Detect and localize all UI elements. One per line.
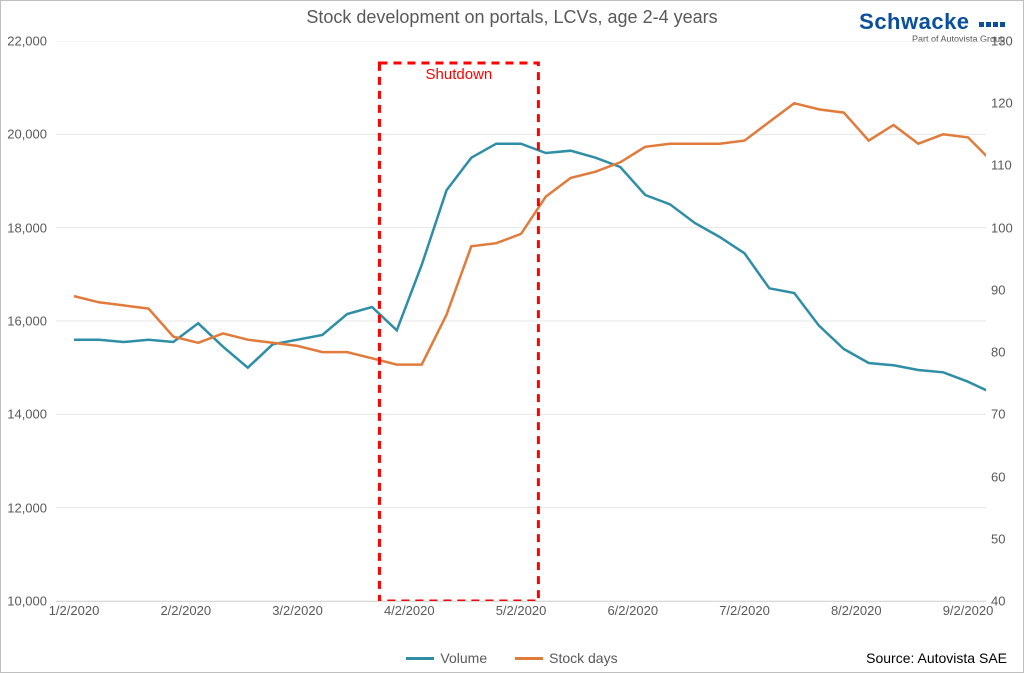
y-right-tick-label: 90 [985, 282, 1023, 297]
legend-item-volume: Volume [406, 650, 487, 666]
y-right-tick-label: 60 [985, 469, 1023, 484]
x-tick-label: 9/2/2020 [943, 603, 994, 618]
x-tick-label: 8/2/2020 [831, 603, 882, 618]
shutdown-label: Shutdown [426, 66, 493, 83]
x-tick-label: 4/2/2020 [384, 603, 435, 618]
y-left-tick-label: 10,000 [1, 594, 53, 609]
series-volume [74, 144, 986, 394]
series-stock-days [74, 103, 986, 364]
brand-logo: Schwacke Part of Autovista Group [859, 11, 1005, 44]
chart-container: Stock development on portals, LCVs, age … [0, 0, 1024, 673]
plot-area: Shutdown [56, 41, 986, 602]
legend-swatch [515, 657, 543, 660]
y-axis-left-labels: 10,00012,00014,00016,00018,00020,00022,0… [1, 41, 53, 601]
legend-item-stock-days: Stock days [515, 650, 617, 666]
y-left-tick-label: 12,000 [1, 500, 53, 515]
legend-swatch [406, 657, 434, 660]
y-right-tick-label: 110 [985, 158, 1023, 173]
x-tick-label: 2/2/2020 [160, 603, 211, 618]
y-right-tick-label: 120 [985, 96, 1023, 111]
y-right-tick-label: 50 [985, 531, 1023, 546]
y-right-tick-label: 80 [985, 345, 1023, 360]
x-tick-label: 3/2/2020 [272, 603, 323, 618]
series-lines [74, 103, 986, 393]
y-right-tick-label: 100 [985, 220, 1023, 235]
x-tick-label: 5/2/2020 [496, 603, 547, 618]
y-left-tick-label: 18,000 [1, 220, 53, 235]
y-right-tick-label: 130 [985, 34, 1023, 49]
y-left-tick-label: 14,000 [1, 407, 53, 422]
brand-dots-icon [977, 17, 1005, 33]
x-tick-label: 7/2/2020 [719, 603, 770, 618]
y-axis-right-labels: 405060708090100110120130 [985, 41, 1023, 601]
y-left-tick-label: 16,000 [1, 314, 53, 329]
source-attribution: Source: Autovista SAE [866, 650, 1007, 666]
x-tick-label: 6/2/2020 [607, 603, 658, 618]
x-tick-label: 1/2/2020 [49, 603, 100, 618]
legend-label: Volume [440, 650, 487, 666]
gridlines [56, 41, 986, 601]
x-axis-labels: 1/2/20202/2/20203/2/20204/2/20205/2/2020… [56, 603, 986, 623]
y-left-tick-label: 20,000 [1, 127, 53, 142]
y-left-tick-label: 22,000 [1, 34, 53, 49]
legend-label: Stock days [549, 650, 617, 666]
y-right-tick-label: 70 [985, 407, 1023, 422]
brand-name: Schwacke [859, 9, 969, 34]
